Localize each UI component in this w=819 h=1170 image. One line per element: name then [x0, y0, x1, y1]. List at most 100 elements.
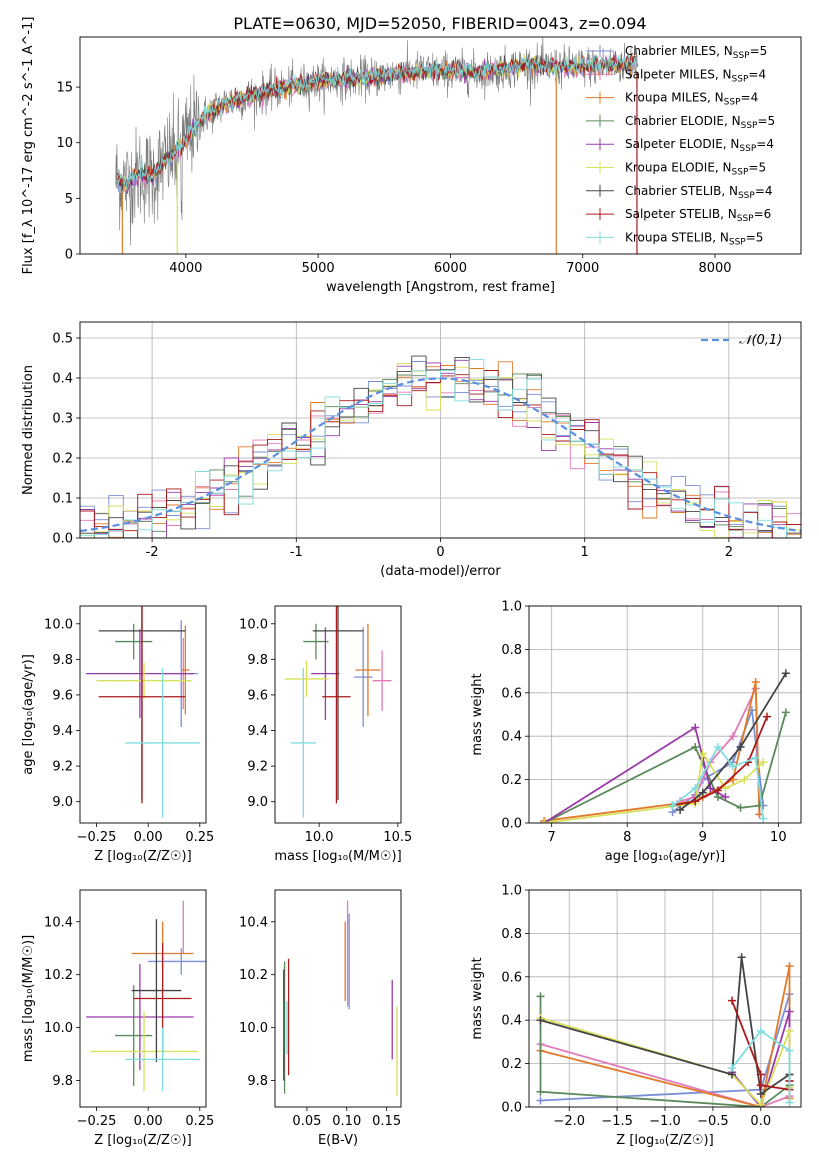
x-axis-label: age [log₁₀(age/yr)]	[605, 849, 726, 864]
x-tick-label: 6000	[434, 261, 467, 276]
y-tick-label: 0.4	[52, 372, 73, 387]
x-axis-label: Z [log₁₀(Z/Z☉)]	[94, 1133, 191, 1148]
legend-text: Kroupa MILES, N	[625, 91, 724, 105]
series-marker-kroupa_stelib	[751, 753, 760, 762]
legend-subscript: SSP	[739, 144, 756, 154]
series-marker-kroupa_stelib	[729, 762, 737, 771]
series-marker-chabrier_elodie	[536, 992, 545, 1001]
y-tick-label: 0.4	[501, 730, 522, 745]
x-tick-label: 0.05	[292, 1114, 321, 1129]
legend-text: Salpeter MILES, N	[625, 67, 732, 81]
series-marker-kroupa_stelib	[759, 814, 768, 823]
panel-age_vs_Z: −0.25 0.00 0.25 9.0 9.2 9.4 9.6 9.8 10.0 Z [log₁₀…	[21, 605, 214, 864]
series-marker-chabrier_miles	[536, 1096, 545, 1105]
series-marker-chabrier_stelib	[737, 953, 746, 962]
y-axis-label: age [log₁₀(age/yr)]	[21, 654, 36, 775]
legend-count: =5	[748, 161, 766, 175]
legend-label: Chabrier STELIB, NSSP=4	[625, 184, 773, 201]
x-tick-label: 8000	[698, 261, 731, 276]
x-axis-label: mass [log₁₀(M/M☉)]	[274, 849, 401, 864]
y-tick-label: 0.0	[501, 1101, 522, 1116]
y-axis-label: mass [log₁₀(M/M☉)]	[21, 935, 36, 1062]
histogram-salpeter_stelib	[80, 370, 801, 538]
legend-text: Kroupa STELIB, N	[625, 230, 729, 244]
y-tick-label: 1.0	[501, 600, 522, 615]
series-marker-chabrier_stelib	[736, 743, 745, 752]
series-marker-kroupa_stelib	[785, 1098, 794, 1107]
legend-subscript: SSP	[738, 191, 755, 201]
x-tick-label: 0.25	[185, 1114, 214, 1129]
x-tick-label: 0	[436, 545, 444, 560]
figure-title: PLATE=0630, MJD=52050, FIBERID=0043, z=0…	[233, 14, 646, 33]
y-tick-label: 0.1	[52, 492, 73, 507]
legend-text: Chabrier ELODIE, N	[625, 114, 741, 128]
legend-label: Chabrier MILES, NSSP=5	[625, 44, 767, 61]
series-marker-kroupa_miles	[751, 677, 760, 686]
legend-count: =6	[754, 207, 772, 221]
legend-label: 𝒩(0,1)	[739, 333, 782, 348]
series-marker-chabrier_stelib	[781, 669, 790, 678]
series-marker-kroupa_stelib	[728, 1063, 737, 1072]
series-marker-salpeter_elodie	[721, 792, 730, 801]
y-tick-label: 0.4	[501, 1014, 522, 1029]
legend-subscript: SSP	[732, 168, 749, 178]
axes-frame	[79, 889, 207, 1108]
x-tick-label: −0.25	[77, 1114, 117, 1129]
y-tick-label: 9.0	[52, 795, 73, 810]
legend-entry: Salpeter ELODIE, NSSP=4	[586, 137, 774, 154]
axes-frame	[79, 605, 207, 824]
x-tick-label: 10.5	[383, 830, 412, 845]
y-tick-label: 9.2	[52, 760, 73, 775]
legend-text: Salpeter ELODIE, N	[625, 137, 739, 151]
x-axis-label: (data-model)/error	[380, 564, 501, 579]
y-tick-label: 5	[65, 192, 73, 207]
legend-label: Salpeter MILES, NSSP=4	[625, 67, 766, 84]
x-tick-label: −1.0	[649, 1114, 681, 1129]
y-tick-label: 9.4	[247, 724, 268, 739]
legend-entry: Chabrier ELODIE, NSSP=5	[586, 114, 775, 131]
legend-count: =5	[757, 114, 775, 128]
y-tick-label: 0.8	[501, 643, 522, 658]
panel-mass_weight_vs_Z: −2.0 −1.5 −1.0 −0.5 0.0 0.0 0.2 0.4 0.6 0.8 1.0 Z […	[470, 884, 802, 1148]
legend-entry: Salpeter STELIB, NSSP=6	[586, 207, 771, 224]
series-marker-salpeter_stelib	[756, 1081, 765, 1090]
series-marker-salpeter_stelib	[763, 712, 771, 721]
legend-label: Kroupa STELIB, NSSP=5	[625, 230, 763, 247]
panel-spectrum: 4000 5000 6000 7000 8000 0 5 10 15 wavelength [An…	[21, 17, 802, 295]
axes-frame	[274, 605, 402, 824]
x-tick-label: 8	[623, 830, 631, 845]
x-tick-label: −2.0	[553, 1114, 585, 1129]
series-marker-kroupa_stelib	[691, 784, 700, 793]
series-marker-kroupa_elodie	[540, 819, 549, 823]
series-marker-chabrier_stelib	[756, 1089, 765, 1098]
y-tick-label: 0.0	[501, 817, 522, 832]
x-tick-label: -2	[146, 545, 159, 560]
x-tick-label: 10.0	[305, 830, 334, 845]
y-tick-label: 10	[56, 136, 73, 151]
series-marker-kroupa_elodie	[698, 749, 707, 758]
plot-area	[536, 953, 794, 1107]
panel-mass_weight_vs_age: 7 8 9 10 0.0 0.2 0.4 0.6 0.8 1.0 age [log₁₀(age/yr…	[470, 600, 802, 864]
y-tick-label: 10.0	[44, 1021, 73, 1036]
x-tick-label: 2	[725, 545, 733, 560]
y-tick-label: 0.2	[501, 1057, 522, 1072]
series-line-kroupa_stelib	[672, 745, 765, 819]
x-tick-label: 10	[770, 830, 787, 845]
legend-count: =5	[750, 44, 768, 58]
x-tick-label: −1.5	[601, 1114, 633, 1129]
series-marker-kroupa_elodie	[759, 758, 768, 767]
x-tick-label: 0.10	[332, 1114, 361, 1129]
x-tick-label: −0.5	[697, 1114, 729, 1129]
series-marker-salpeter_elodie	[706, 784, 715, 793]
series-marker-salpeter_elodie	[691, 723, 700, 732]
series-marker-kroupa_stelib	[756, 1027, 765, 1036]
y-tick-label: 1.0	[501, 884, 522, 899]
legend-text: Salpeter STELIB, N	[625, 207, 737, 221]
series-marker-chabrier_elodie	[736, 803, 745, 812]
legend-subscript: SSP	[729, 237, 746, 247]
y-tick-label: 9.0	[247, 795, 268, 810]
legend-label: Chabrier ELODIE, NSSP=5	[625, 114, 775, 131]
series-line-salpeter_stelib	[672, 716, 768, 807]
panel-mass_vs_ebv: 0.05 0.10 0.15 9.8 10.0 10.2 10.4 E(B-V)	[239, 889, 402, 1148]
